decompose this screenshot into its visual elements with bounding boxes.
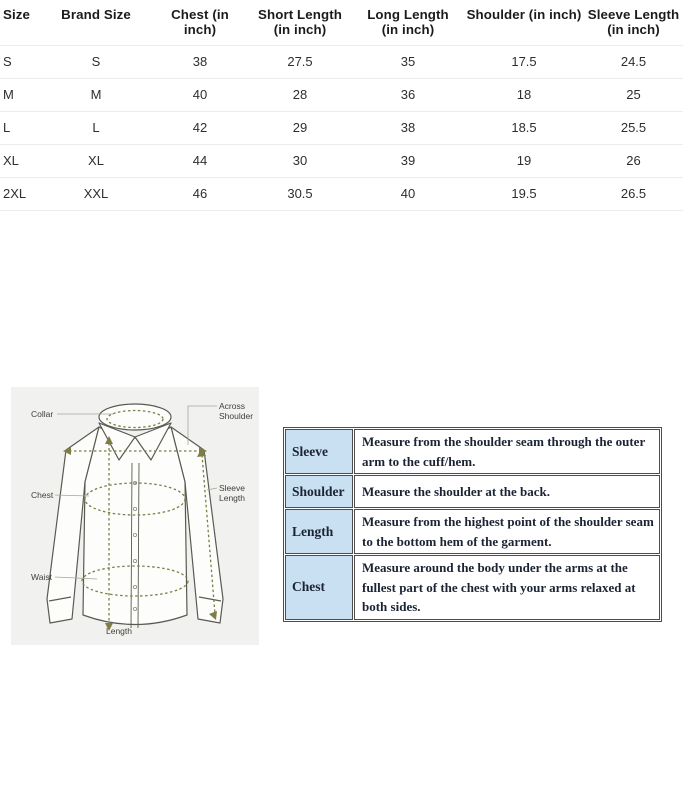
label-connectors — [54, 405, 218, 580]
size-row-xl: XL XL 44 30 39 19 26 — [0, 145, 683, 178]
measure-term: Shoulder — [285, 475, 353, 508]
measure-description: Measure from the highest point of the sh… — [354, 509, 660, 554]
shirt-measurement-diagram: Collar Chest Waist Length Across Shoulde… — [11, 387, 259, 645]
table-cell: 26.5 — [620, 185, 647, 201]
table-cell: L — [3, 119, 11, 135]
table-cell: 44 — [192, 152, 208, 168]
table-row: Length Measure from the highest point of… — [285, 509, 660, 554]
table-cell: XL — [3, 152, 19, 168]
table-cell: 17.5 — [511, 53, 537, 69]
table-cell: 27.5 — [287, 53, 313, 69]
chest-label: Chest — [31, 490, 54, 500]
table-cell: 38 — [400, 119, 416, 135]
sleeve-length-label: Length — [219, 493, 245, 503]
table-row: Sleeve Measure from the shoulder seam th… — [285, 429, 660, 474]
table-cell: 28 — [292, 86, 308, 102]
table-cell: 19 — [516, 152, 532, 168]
measurement-arrows — [63, 436, 217, 631]
measure-term: Chest — [285, 555, 353, 620]
table-cell: 25.5 — [620, 119, 647, 135]
table-cell: 39 — [400, 152, 416, 168]
measure-description: Measure the shoulder at the back. — [354, 475, 660, 508]
column-header-shoulder: Shoulder (in inch) — [466, 7, 582, 22]
measurement-lines — [69, 409, 216, 625]
table-cell: 26 — [626, 152, 641, 168]
size-row-2xl: 2XL XXL 46 30.5 40 19.5 26.5 — [0, 178, 683, 211]
length-label: Length — [106, 626, 132, 636]
table-cell: 35 — [400, 53, 416, 69]
table-cell: 36 — [400, 86, 416, 102]
measure-term: Length — [285, 509, 353, 554]
table-cell: S — [91, 53, 101, 69]
column-header-chest: Chest (in inch) — [171, 7, 229, 37]
column-header-size: Size — [3, 7, 31, 22]
measure-description: Measure from the shoulder seam through t… — [354, 429, 660, 474]
table-cell: 46 — [192, 185, 208, 201]
table-cell: 2XL — [3, 185, 27, 201]
table-cell: XL — [88, 152, 104, 168]
table-cell: 30.5 — [287, 185, 313, 201]
shirt-buttons — [133, 481, 138, 611]
size-chart-header-row: Size Brand Size Chest (in inch) Short Len… — [0, 0, 683, 46]
table-cell: L — [92, 119, 100, 135]
table-row: Chest Measure around the body under the … — [285, 555, 660, 620]
shirt-illustration: Collar Chest Waist Length Across Shoulde… — [31, 401, 253, 636]
column-header-long-length: Long Length (in inch) — [367, 7, 449, 37]
size-row-m: M M 40 28 36 18 25 — [0, 79, 683, 112]
column-header-sleeve-length: Sleeve Length (in inch) — [587, 7, 680, 37]
size-row-l: L L 42 29 38 18.5 25.5 — [0, 112, 683, 145]
measure-term: Sleeve — [285, 429, 353, 474]
table-cell: M — [3, 86, 14, 102]
table-cell: 25 — [626, 86, 641, 102]
collar-label: Collar — [31, 409, 53, 419]
waist-label: Waist — [31, 572, 53, 582]
table-cell: M — [90, 86, 102, 102]
table-cell: 24.5 — [620, 53, 647, 69]
table-cell: 38 — [192, 53, 208, 69]
table-cell: 29 — [292, 119, 308, 135]
table-cell: 18.5 — [511, 119, 537, 135]
table-row: Shoulder Measure the shoulder at the bac… — [285, 475, 660, 508]
table-cell: 40 — [400, 185, 416, 201]
size-chart-table: Size Brand Size Chest (in inch) Short Len… — [0, 0, 683, 211]
across-shoulder-label: Across — [219, 401, 245, 411]
table-cell: 18 — [516, 86, 532, 102]
measure-description: Measure around the body under the arms a… — [354, 555, 660, 620]
across-shoulder-label: Shoulder — [219, 411, 253, 421]
size-row-s: S S 38 27.5 35 17.5 24.5 — [0, 46, 683, 79]
table-cell: S — [3, 53, 12, 69]
column-header-brand-size: Brand Size — [61, 7, 131, 22]
table-cell: 42 — [192, 119, 208, 135]
sleeve-length-label: Sleeve — [219, 483, 245, 493]
table-cell: 19.5 — [511, 185, 537, 201]
table-cell: 40 — [192, 86, 208, 102]
how-to-measure-table: Sleeve Measure from the shoulder seam th… — [283, 427, 662, 622]
table-cell: XXL — [83, 185, 109, 201]
table-cell: 30 — [292, 152, 308, 168]
column-header-short-length: Short Length (in inch) — [258, 7, 342, 37]
